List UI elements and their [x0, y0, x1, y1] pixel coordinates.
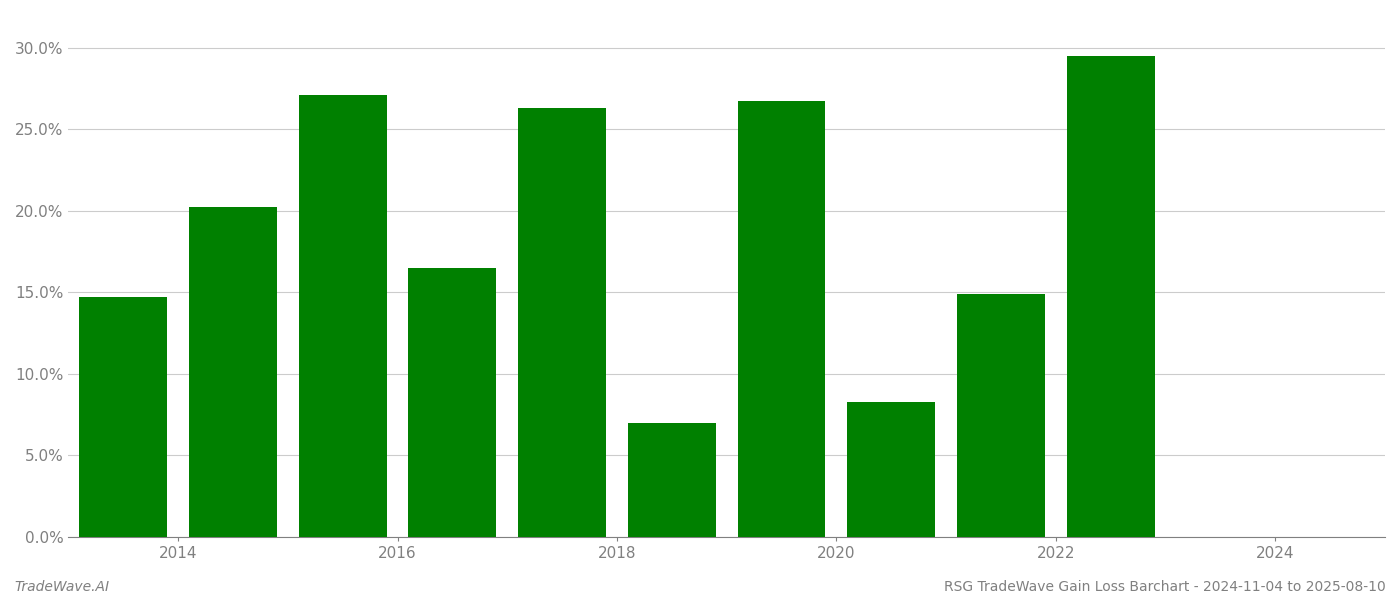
Bar — [1067, 56, 1155, 537]
Bar — [518, 108, 606, 537]
Bar — [409, 268, 496, 537]
Bar — [958, 294, 1044, 537]
Bar — [738, 101, 826, 537]
Bar — [298, 95, 386, 537]
Bar — [847, 401, 935, 537]
Bar — [629, 423, 715, 537]
Bar — [189, 208, 277, 537]
Text: RSG TradeWave Gain Loss Barchart - 2024-11-04 to 2025-08-10: RSG TradeWave Gain Loss Barchart - 2024-… — [944, 580, 1386, 594]
Text: TradeWave.AI: TradeWave.AI — [14, 580, 109, 594]
Bar — [80, 297, 167, 537]
